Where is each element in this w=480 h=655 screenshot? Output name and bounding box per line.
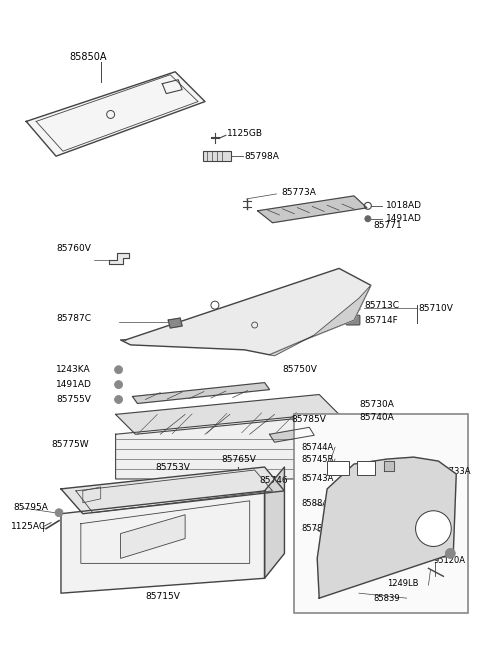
Bar — [357, 461, 375, 475]
Circle shape — [115, 365, 122, 374]
Text: 85771: 85771 — [374, 221, 403, 230]
Polygon shape — [120, 269, 371, 355]
Text: 85715V: 85715V — [145, 591, 180, 601]
Text: 85787C: 85787C — [56, 314, 91, 322]
Text: 85795A: 85795A — [13, 503, 48, 512]
Polygon shape — [61, 467, 285, 514]
Polygon shape — [120, 515, 185, 559]
Polygon shape — [26, 72, 205, 156]
Text: 85743A: 85743A — [301, 474, 334, 483]
Text: 1125AC: 1125AC — [12, 522, 47, 531]
Text: 95120A: 95120A — [433, 556, 466, 565]
Text: 1491AD: 1491AD — [56, 380, 92, 389]
Text: 85784A: 85784A — [301, 524, 334, 533]
Text: 85730A: 85730A — [359, 400, 394, 409]
Polygon shape — [319, 415, 339, 479]
Text: 85750V: 85750V — [282, 365, 317, 374]
Text: 1491AD: 1491AD — [386, 214, 421, 223]
Polygon shape — [264, 467, 285, 578]
Text: 85744A: 85744A — [301, 443, 334, 452]
Polygon shape — [270, 427, 314, 442]
Polygon shape — [61, 491, 264, 593]
Text: 85760V: 85760V — [56, 244, 91, 253]
Circle shape — [115, 381, 122, 388]
Circle shape — [416, 511, 451, 546]
Text: 85765V: 85765V — [222, 455, 257, 464]
FancyBboxPatch shape — [346, 315, 360, 325]
Polygon shape — [132, 383, 270, 403]
Text: 85746: 85746 — [260, 476, 288, 485]
Text: 85713C: 85713C — [364, 301, 399, 310]
Bar — [294, 415, 468, 613]
FancyBboxPatch shape — [346, 300, 360, 310]
Text: 85775W: 85775W — [51, 440, 89, 449]
Text: 85753V: 85753V — [156, 462, 190, 472]
Text: 1125GB: 1125GB — [227, 129, 263, 138]
Polygon shape — [270, 286, 371, 356]
Text: 85798A: 85798A — [245, 152, 279, 160]
Polygon shape — [317, 457, 456, 598]
Text: 85710V: 85710V — [419, 304, 454, 312]
Polygon shape — [116, 394, 339, 434]
Text: 1243KA: 1243KA — [56, 365, 91, 374]
Text: 85745B: 85745B — [301, 455, 334, 464]
Text: 1249LB: 1249LB — [387, 579, 418, 588]
Circle shape — [115, 396, 122, 403]
Circle shape — [55, 509, 63, 517]
Text: 85884: 85884 — [301, 499, 328, 508]
Polygon shape — [168, 318, 182, 328]
Circle shape — [365, 215, 371, 222]
Text: 1018AD: 1018AD — [386, 201, 422, 210]
Polygon shape — [108, 253, 129, 265]
Polygon shape — [116, 415, 319, 479]
Text: 85850A: 85850A — [69, 52, 107, 62]
Text: 85773A: 85773A — [281, 189, 316, 197]
Text: 85714F: 85714F — [364, 316, 397, 324]
Polygon shape — [384, 461, 394, 471]
Text: 85839: 85839 — [374, 593, 400, 603]
Text: 85755V: 85755V — [56, 395, 91, 404]
Bar — [327, 461, 349, 475]
Circle shape — [445, 548, 455, 559]
Text: 85733A: 85733A — [438, 466, 471, 476]
Bar — [203, 151, 231, 161]
Text: 85740A: 85740A — [359, 413, 394, 422]
Text: 85785V: 85785V — [291, 415, 326, 424]
Polygon shape — [258, 196, 367, 223]
